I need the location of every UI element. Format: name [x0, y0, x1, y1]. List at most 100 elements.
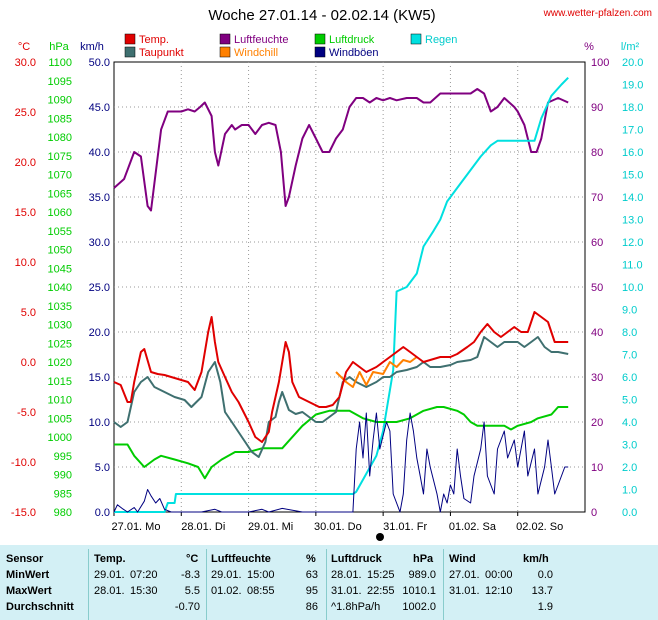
y-tick-label: 0	[591, 507, 597, 519]
chart-title: Woche 27.01.14 - 02.02.14 (KW5)	[208, 7, 435, 24]
y-tick-label: 60	[591, 237, 603, 249]
stats-table: Sensor Temp. °C Luftfeuchte % Luftdruck …	[0, 545, 658, 620]
y-tick-label: -5.0	[17, 407, 36, 419]
x-tick-label: 01.02. Sa	[449, 521, 497, 533]
x-tick-label: 31.01. Fr	[383, 521, 427, 533]
legend-swatch	[314, 33, 326, 45]
y-tick-label: 10.0	[15, 257, 36, 269]
y-tick-label: 70	[591, 192, 603, 204]
y-tick-label: 17.0	[622, 125, 643, 137]
cell-hum-val: 86	[305, 601, 318, 613]
legend-swatch	[219, 33, 231, 45]
y-tick-label: 3.0	[622, 440, 637, 452]
y-tick-label: 90	[591, 102, 603, 114]
unit-wind: km/h	[80, 41, 104, 53]
cell-wind-time: 00:00	[485, 569, 513, 581]
y-tick-label: 995	[54, 451, 72, 463]
y-tick-label: 30.0	[89, 237, 110, 249]
y-tick-label: 1015	[48, 376, 72, 388]
y-tick-label: 1050	[48, 245, 72, 257]
y-tick-label: 2.0	[622, 462, 637, 474]
y-tick-label: 1075	[48, 151, 72, 163]
row-label: MaxWert	[6, 585, 52, 597]
cell-temp-date: 29.01.	[94, 569, 125, 581]
y-tick-label: 8.0	[622, 327, 637, 339]
axis-ticks: 27.01. Mo 28.01. Di 29.01. Mi 30.01. Do 31.0…	[11, 57, 644, 533]
y-tick-label: 25.0	[89, 282, 110, 294]
y-tick-label: 0.0	[95, 507, 110, 519]
unit-pressure: hPa	[49, 41, 69, 53]
cell-temp-time: 15:30	[130, 585, 158, 597]
y-tick-label: 5.0	[95, 462, 110, 474]
header-temp: Temp.	[94, 553, 126, 565]
legend-label: Luftfeuchte	[234, 34, 288, 46]
y-tick-label: 980	[54, 507, 72, 519]
y-tick-label: 5.0	[21, 307, 36, 319]
table-divider	[206, 549, 207, 620]
legend-swatch	[124, 46, 136, 58]
y-tick-label: -15.0	[11, 507, 36, 519]
y-tick-label: 15.0	[15, 207, 36, 219]
y-tick-label: 80	[591, 147, 603, 159]
cell-press-date: 31.01.	[331, 585, 362, 597]
legend-label: Luftdruck	[329, 34, 375, 46]
series-luftdruck	[114, 406, 569, 480]
series-lines	[113, 76, 569, 513]
y-tick-label: 990	[54, 470, 72, 482]
legend-swatch	[410, 33, 422, 45]
y-tick-label: 0.0	[21, 357, 36, 369]
legend-label: Temp.	[139, 34, 169, 46]
cell-press-time: 15:25	[367, 569, 395, 581]
y-tick-label: 50	[591, 282, 603, 294]
y-tick-label: 1030	[48, 320, 72, 332]
y-tick-label: 50.0	[89, 57, 110, 69]
cell-wind-val: 0.0	[537, 569, 553, 581]
cell-press-date: ^1.8hPa/h	[331, 601, 381, 613]
y-tick-label: 1040	[48, 282, 72, 294]
y-tick-label: 35.0	[89, 192, 110, 204]
series-windchill	[335, 356, 418, 388]
cell-wind-date: 27.01.	[449, 569, 480, 581]
x-tick-label: 28.01. Di	[181, 521, 225, 533]
header-press: Luftdruck	[331, 553, 382, 565]
y-tick-label: 1060	[48, 207, 72, 219]
y-tick-label: 16.0	[622, 147, 643, 159]
legend-swatch	[314, 46, 326, 58]
y-tick-label: 13.0	[622, 215, 643, 227]
y-tick-label: 20	[591, 417, 603, 429]
site-url[interactable]: www.wetter-pfalzen.com	[543, 8, 652, 19]
y-tick-label: 20.0	[15, 157, 36, 169]
y-tick-label: 4.0	[622, 417, 637, 429]
y-tick-label: 25.0	[15, 107, 36, 119]
legend-swatch	[124, 33, 136, 45]
y-tick-label: 5.0	[622, 395, 637, 407]
header-wind-unit: km/h	[523, 553, 549, 565]
x-tick-label: 02.02. So	[516, 521, 563, 533]
cell-press-date: 28.01.	[331, 569, 362, 581]
y-tick-label: 12.0	[622, 237, 643, 249]
cell-hum-date: 01.02.	[211, 585, 242, 597]
y-tick-label: 1085	[48, 113, 72, 125]
y-tick-label: 1010	[48, 395, 72, 407]
y-tick-label: 20.0	[89, 327, 110, 339]
header-press-unit: hPa	[413, 553, 434, 565]
cell-temp-val: 5.5	[184, 585, 200, 597]
today-marker	[376, 533, 384, 541]
cell-temp-time: 07:20	[130, 569, 158, 581]
y-tick-label: 20.0	[622, 57, 643, 69]
x-tick-label: 29.01. Mi	[248, 521, 293, 533]
cell-wind-date: 31.01.	[449, 585, 480, 597]
cell-press-val: 1010.1	[402, 585, 436, 597]
y-tick-label: 1000	[48, 432, 72, 444]
y-tick-label: 1095	[48, 76, 72, 88]
row-label: MinWert	[6, 569, 50, 581]
cell-temp-val: -8.3	[181, 569, 200, 581]
y-tick-label: 1025	[48, 338, 72, 350]
cell-hum-time: 08:55	[247, 585, 275, 597]
cell-hum-date: 29.01.	[211, 569, 242, 581]
y-tick-label: 1035	[48, 301, 72, 313]
y-tick-label: 1090	[48, 95, 72, 107]
series-luftfeuchte	[113, 88, 569, 212]
unit-humidity: %	[584, 41, 594, 53]
